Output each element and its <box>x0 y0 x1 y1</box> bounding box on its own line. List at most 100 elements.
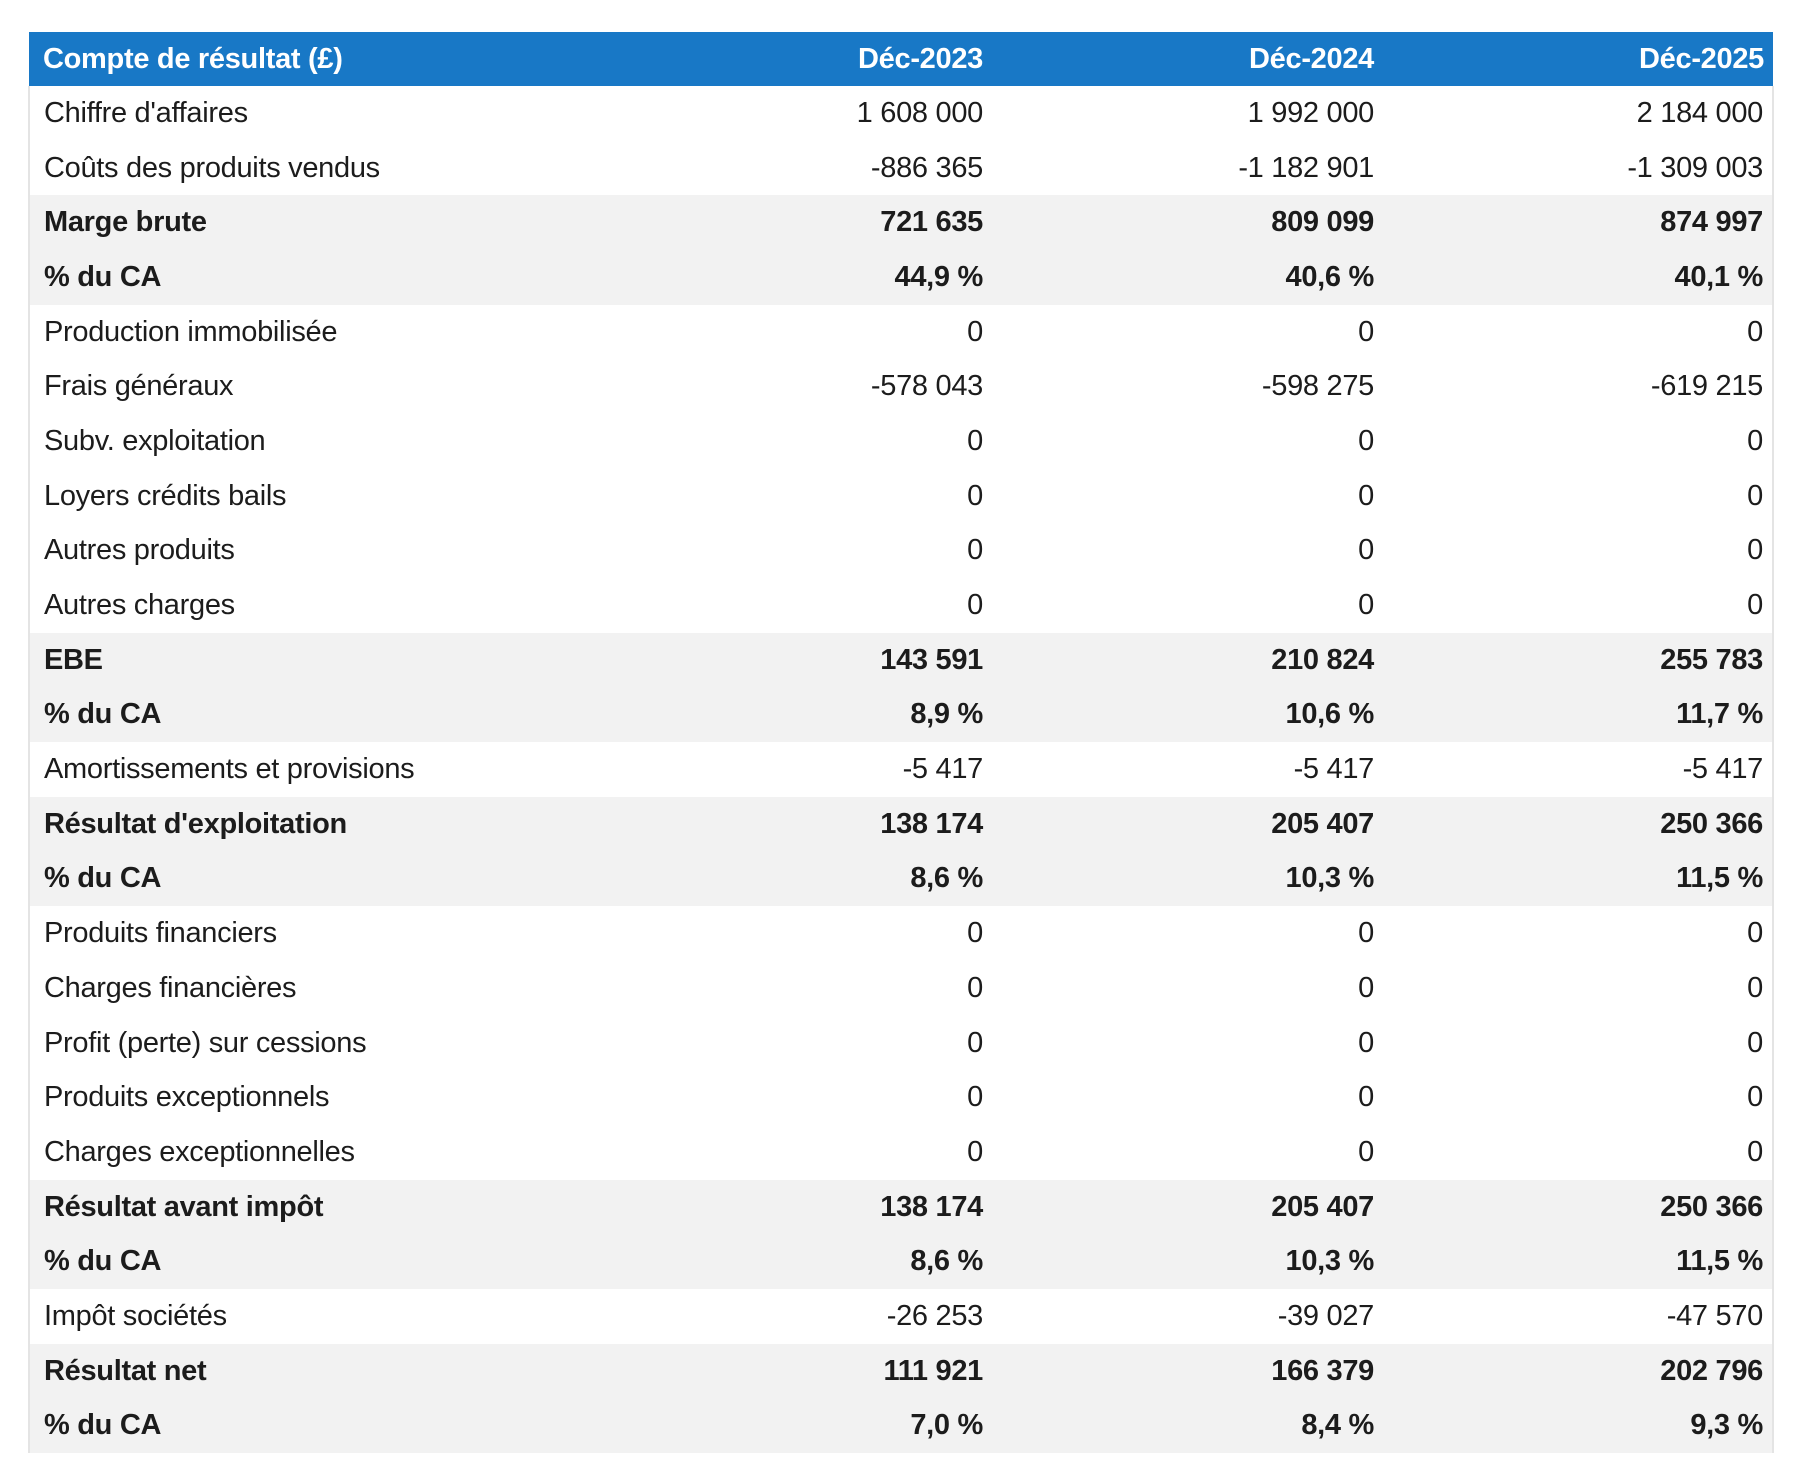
table-row: % du CA 8,6 % 10,3 % 11,5 % <box>28 851 1774 907</box>
table-row: Amortissements et provisions -5 417 -5 4… <box>28 742 1774 797</box>
cell-value: 138 174 <box>880 1190 983 1223</box>
cell-value: 11,7 % <box>1383 687 1774 743</box>
cell-value: 0 <box>1358 1081 1374 1114</box>
cell-value: 40,6 % <box>1285 260 1375 293</box>
cell-value: 210 824 <box>1271 643 1374 676</box>
row-label: Résultat avant impôt <box>28 1179 593 1235</box>
cell-value: 9,3 % <box>1383 1398 1774 1454</box>
cell-value: 166 379 <box>1271 1354 1374 1387</box>
cell-value: 1 608 000 <box>856 96 984 129</box>
header-year-2023: Déc-2023 <box>593 32 992 86</box>
table-row: Production immobilisée 0 0 0 <box>28 304 1774 360</box>
row-label: Charges financières <box>28 961 593 1016</box>
row-label: % du CA <box>28 687 593 743</box>
cell-value: 0 <box>1358 424 1374 457</box>
cell-value: 0 <box>1383 961 1774 1016</box>
cell-value: 0 <box>967 479 983 512</box>
row-label: Profit (perte) sur cessions <box>28 1015 593 1071</box>
table-row: Frais généraux -578 043 -598 275 -619 21… <box>28 359 1774 415</box>
row-label: Subv. exploitation <box>28 414 593 469</box>
table-row: % du CA 8,6 % 10,3 % 11,5 % <box>28 1234 1774 1290</box>
cell-value: -886 365 <box>870 151 983 184</box>
cell-value: 0 <box>1358 1135 1374 1168</box>
row-label: Produits exceptionnels <box>28 1070 593 1126</box>
header-year-2024: Déc-2024 <box>992 32 1383 86</box>
cell-value: 0 <box>1383 1125 1774 1180</box>
cell-value: -39 027 <box>1277 1299 1375 1332</box>
table-row: Autres charges 0 0 0 <box>28 578 1774 633</box>
row-label: Production immobilisée <box>28 304 593 360</box>
cell-value: 0 <box>967 1135 983 1168</box>
cell-value: -578 043 <box>870 370 983 403</box>
row-label: % du CA <box>28 1398 593 1454</box>
row-label: Amortissements et provisions <box>28 742 593 797</box>
table-row: Subv. exploitation 0 0 0 <box>28 414 1774 469</box>
cell-value: -1 309 003 <box>1383 140 1774 196</box>
table-row: Autres produits 0 0 0 <box>28 523 1774 579</box>
cell-value: 0 <box>1358 589 1374 622</box>
table-row: Charges financières 0 0 0 <box>28 961 1774 1016</box>
table-row: Marge brute 721 635 809 099 874 997 <box>28 195 1774 251</box>
table-row: Produits financiers 0 0 0 <box>28 906 1774 961</box>
table-row: Charges exceptionnelles 0 0 0 <box>28 1125 1774 1180</box>
cell-value: 0 <box>1383 1015 1774 1071</box>
table-row: Impôt sociétés -26 253 -39 027 -47 570 <box>28 1289 1774 1344</box>
cell-value: -619 215 <box>1383 359 1774 415</box>
cell-value: 10,6 % <box>1285 698 1375 731</box>
cell-value: 138 174 <box>880 807 983 840</box>
cell-value: 8,6 % <box>910 862 983 895</box>
cell-value: -5 417 <box>902 753 984 786</box>
cell-value: 0 <box>1358 971 1374 1004</box>
cell-value: 0 <box>967 971 983 1004</box>
cell-value: -47 570 <box>1383 1289 1774 1344</box>
cell-value: -5 417 <box>1383 742 1774 797</box>
header-year-2025: Déc-2025 <box>1383 32 1773 86</box>
table-row: % du CA 8,9 % 10,6 % 11,7 % <box>28 687 1774 743</box>
cell-value: 0 <box>1383 523 1774 579</box>
row-label: Autres charges <box>28 578 593 633</box>
cell-value: 250 366 <box>1383 796 1774 852</box>
cell-value: 40,1 % <box>1383 250 1774 305</box>
cell-value: 0 <box>1383 468 1774 524</box>
cell-value: 0 <box>1383 578 1774 633</box>
table-row: Résultat d'exploitation 138 174 205 407 … <box>28 796 1774 852</box>
cell-value: 0 <box>967 534 983 567</box>
cell-value: 11,5 % <box>1383 851 1774 907</box>
table-row: Produits exceptionnels 0 0 0 <box>28 1070 1774 1126</box>
cell-value: 0 <box>967 1026 983 1059</box>
cell-value: 0 <box>967 315 983 348</box>
row-label: Résultat d'exploitation <box>28 796 593 852</box>
cell-value: 0 <box>967 424 983 457</box>
table-row: % du CA 44,9 % 40,6 % 40,1 % <box>28 250 1774 305</box>
cell-value: -598 275 <box>1261 370 1374 403</box>
income-statement-table: Compte de résultat (£) Déc-2023 Déc-2024… <box>28 32 1774 1454</box>
row-label: Produits financiers <box>28 906 593 961</box>
table-row: Chiffre d'affaires 1 608 000 1 992 000 2… <box>28 86 1774 141</box>
cell-value: 0 <box>967 589 983 622</box>
row-label: % du CA <box>28 1234 593 1290</box>
cell-value: 874 997 <box>1383 195 1774 251</box>
cell-value: -1 182 901 <box>1238 151 1374 184</box>
row-label: Résultat net <box>28 1343 593 1399</box>
table-row: % du CA 7,0 % 8,4 % 9,3 % <box>28 1398 1774 1454</box>
cell-value: 10,3 % <box>1285 1245 1375 1278</box>
row-label: EBE <box>28 632 593 688</box>
row-label: % du CA <box>28 250 593 305</box>
cell-value: 0 <box>1383 1070 1774 1126</box>
table-row: EBE 143 591 210 824 255 783 <box>28 632 1774 688</box>
cell-value: 0 <box>967 1081 983 1114</box>
cell-value: 0 <box>1358 917 1374 950</box>
row-label: Loyers crédits bails <box>28 468 593 524</box>
cell-value: 8,9 % <box>910 698 983 731</box>
row-label: Impôt sociétés <box>28 1289 593 1344</box>
table-title-cell: Compte de résultat (£) <box>29 32 593 86</box>
row-label: Coûts des produits vendus <box>28 140 593 196</box>
cell-value: 1 992 000 <box>1247 96 1375 129</box>
table-row: Profit (perte) sur cessions 0 0 0 <box>28 1015 1774 1071</box>
cell-value: 0 <box>1358 479 1374 512</box>
cell-value: 8,4 % <box>1301 1409 1374 1442</box>
cell-value: 7,0 % <box>910 1409 983 1442</box>
table-row: Résultat net 111 921 166 379 202 796 <box>28 1343 1774 1399</box>
cell-value: 111 921 <box>883 1354 983 1387</box>
cell-value: 0 <box>1358 534 1374 567</box>
